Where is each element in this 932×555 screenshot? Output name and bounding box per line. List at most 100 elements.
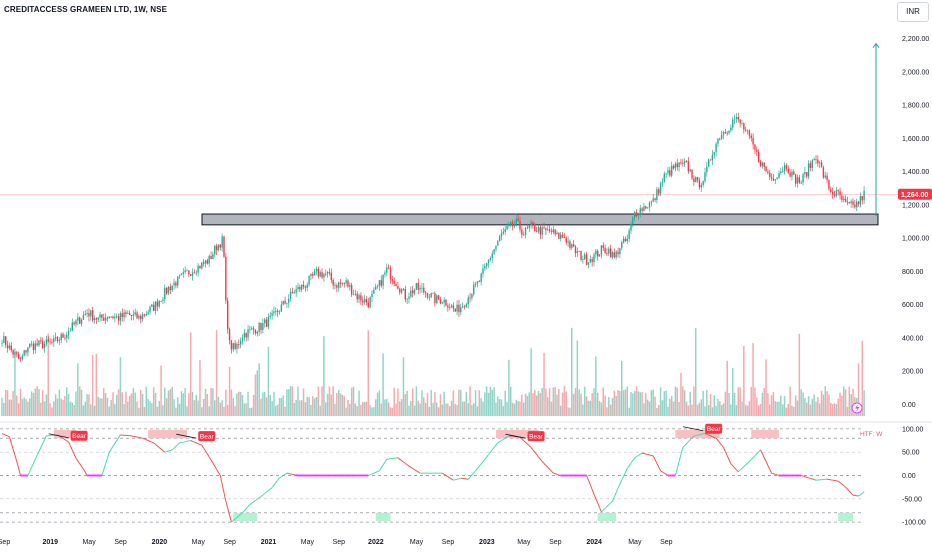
osc-segment [483,459,485,461]
candle [33,344,34,350]
volume-bar [332,386,334,416]
osc-segment [847,489,849,491]
volume-bar [129,396,131,416]
osc-segment [590,485,592,490]
candle [616,252,617,257]
volume-bar [708,405,710,416]
currency-button[interactable]: INR [897,2,929,22]
candle [286,303,287,304]
osc-segment [267,491,269,492]
candle [320,272,321,276]
candle [458,305,459,313]
osc-segment [622,476,624,480]
volume-bar [477,406,479,416]
osc-segment [178,443,180,445]
candle [27,347,28,352]
candle [654,198,655,200]
osc-segment [611,501,613,503]
osc-segment [742,467,744,469]
osc-segment [65,440,67,441]
candle [44,344,45,348]
candle [253,328,254,329]
osc-segment [664,473,666,474]
osc-segment [607,505,609,507]
osc-segment [204,448,206,451]
candle [11,346,12,350]
volume-bar [714,395,716,416]
volume-bar [436,403,438,416]
osc-segment [35,455,37,459]
volume-bar [488,393,490,416]
candle [64,338,65,339]
volume-bar [105,393,107,416]
candle [453,305,454,308]
osc-segment [481,462,483,464]
volume-bar [664,391,666,416]
candle [179,275,180,276]
candle [377,286,378,287]
candle [342,283,343,284]
time-axis-label: Sep [114,539,127,546]
volume-bar [741,402,743,416]
volume-bar [758,405,760,416]
osc-segment [276,480,278,482]
osc-segment [85,472,87,475]
candle [801,183,802,184]
candle [107,318,108,319]
candle [234,343,235,349]
volume-bar [234,406,236,416]
candle [863,191,864,201]
volume-bar [270,395,272,416]
candle [567,241,568,242]
osc-segment [83,469,85,472]
osc-segment [587,476,589,481]
volume-bar [377,392,379,416]
volume-bar [841,396,843,416]
candle [817,160,818,164]
osc-segment [82,466,84,469]
volume-bar [406,391,408,416]
overlays: 1,264.00 [0,44,932,413]
osc-segment [733,466,735,468]
osc-segment [259,496,261,497]
volume-bar [815,402,817,416]
volume-bar [312,396,314,416]
volume-bar [392,408,394,416]
candle [438,295,439,299]
candle [388,268,389,269]
osc-segment [144,439,146,440]
candle [751,136,752,138]
volume-bar [536,395,538,416]
candle [521,230,522,235]
candle [455,309,456,312]
candle [482,268,483,273]
volume-bar [749,401,751,416]
osc-segment [751,458,753,460]
volume-bar [229,367,231,416]
volume-bar [318,387,320,416]
osc-segment [801,476,803,477]
candle [168,287,169,294]
candle [281,305,282,312]
volume-bar [46,394,48,416]
osc-segment [472,473,474,475]
osc-segment [156,444,158,446]
candle [177,276,178,285]
volume-bar [438,407,440,416]
time-axis-label: May [82,539,96,546]
volume-bar [225,390,227,416]
osc-segment [662,472,664,473]
volume-bar [208,406,210,416]
candle [369,297,370,307]
osc-axis-tick: 50.00 [902,450,920,457]
time-axis-label: 2022 [368,539,384,546]
osc-segment [487,455,489,457]
candle [240,341,241,344]
candle [238,344,239,345]
osc-segment [838,481,840,483]
candle [843,199,844,200]
osc-segment [255,499,257,500]
candle [469,298,470,299]
